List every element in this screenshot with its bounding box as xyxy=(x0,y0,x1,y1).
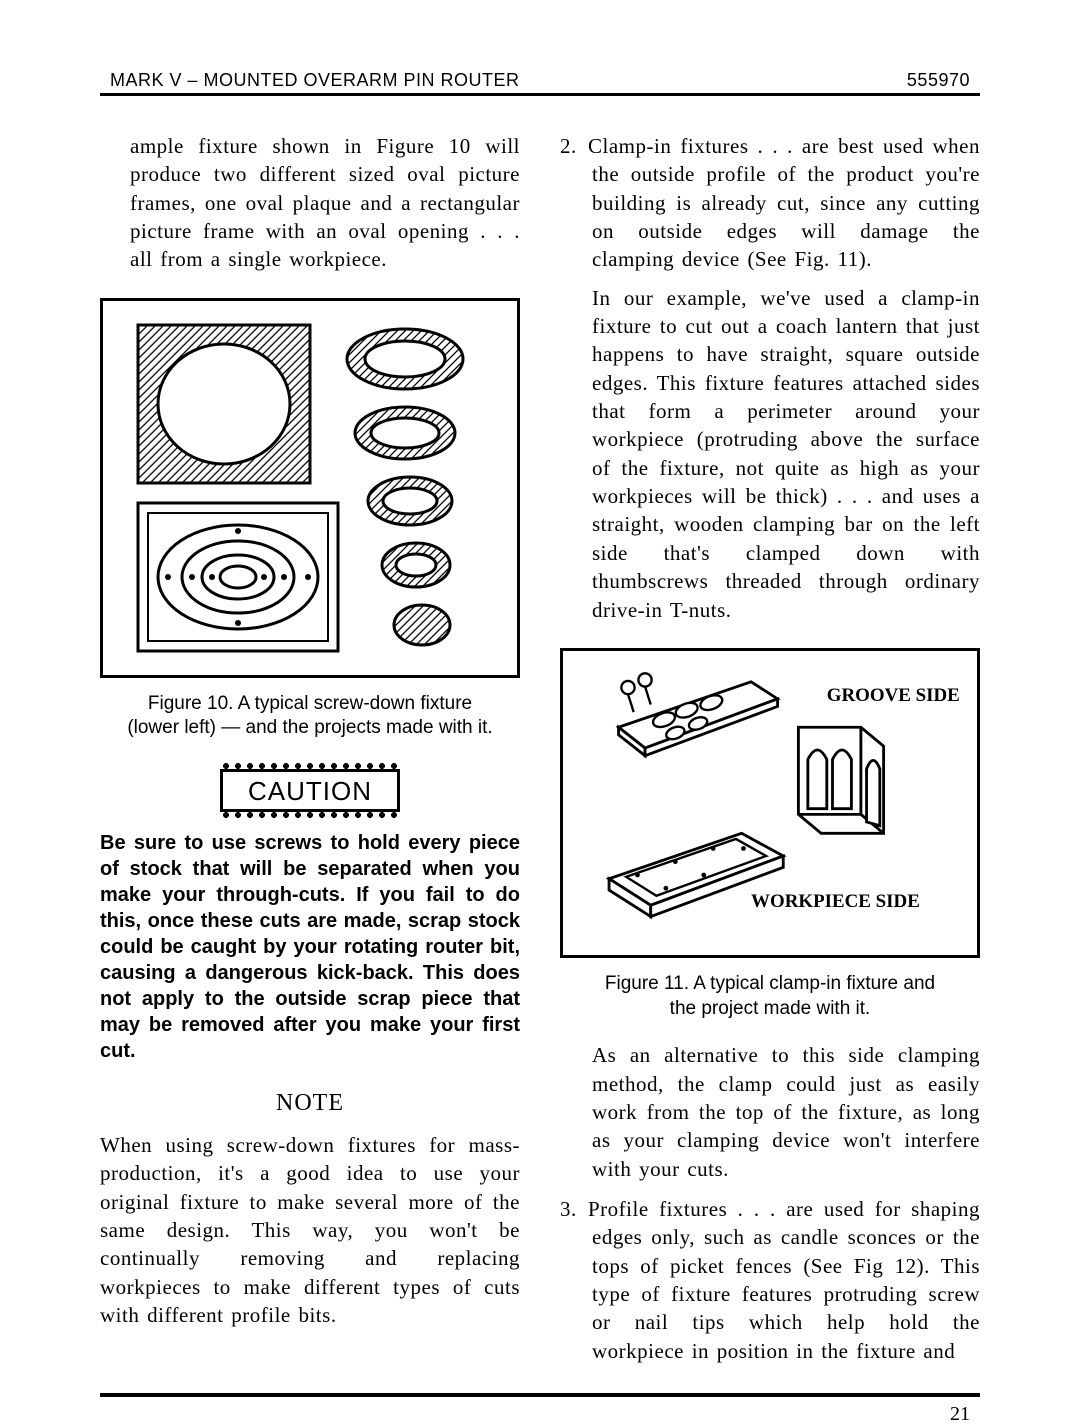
content-columns: ample fixture shown in Figure 10 will pr… xyxy=(100,132,980,1365)
list-item-2-lead: 2.Clamp-in fixtures . . . are best used … xyxy=(560,132,980,274)
page-header: MARK V – MOUNTED OVERARM PIN ROUTER 5559… xyxy=(100,70,980,93)
figure-11: GROOVE SIDE xyxy=(560,648,980,958)
caution-paragraph: Be sure to use screws to hold every piec… xyxy=(100,830,520,1064)
page-number: 21 xyxy=(100,1403,980,1426)
fig11-label-top: GROOVE SIDE xyxy=(827,685,960,706)
caution-label: CAUTION xyxy=(220,769,400,812)
fig11-caption-line1: Figure 11. A typical clamp-in fixture an… xyxy=(605,973,935,994)
figure-11-svg: GROOVE SIDE xyxy=(577,661,963,945)
figure-11-caption: Figure 11. A typical clamp-in fixture an… xyxy=(560,972,980,1021)
list-item-3: 3.Profile fixtures . . . are used for sh… xyxy=(560,1195,980,1365)
right-column: 2.Clamp-in fixtures . . . are best used … xyxy=(560,132,980,1365)
intro-paragraph: ample fixture shown in Figure 10 will pr… xyxy=(100,132,520,274)
footer-rule xyxy=(100,1393,980,1397)
fig11-label-bottom: WORKPIECE SIDE xyxy=(751,891,920,912)
figure-10 xyxy=(100,298,520,678)
fig10-caption-line1: Figure 10. A typical screw-down fixture xyxy=(148,693,472,714)
item3-text: Profile fixtures . . . are used for shap… xyxy=(588,1197,980,1363)
left-column: ample fixture shown in Figure 10 will pr… xyxy=(100,132,520,1365)
fig10-caption-line2: (lower left) — and the projects made wit… xyxy=(127,717,492,738)
list-number-2: 2. xyxy=(560,132,588,160)
note-paragraph: When using screw-down fixtures for mass-… xyxy=(100,1131,520,1329)
list-number-3: 3. xyxy=(560,1195,588,1223)
note-heading: NOTE xyxy=(100,1090,520,1117)
header-right: 555970 xyxy=(907,70,970,91)
fig11-caption-line2: the project made with it. xyxy=(670,998,871,1019)
figure-10-svg xyxy=(115,313,505,663)
item2-lead-text: Clamp-in fixtures . . . are best used wh… xyxy=(588,134,980,271)
list-item-2-cont: In our example, we've used a clamp-in fi… xyxy=(560,284,980,624)
list-item-2-tail: As an alternative to this side clamping … xyxy=(560,1041,980,1183)
figure-10-caption: Figure 10. A typical screw-down fixture … xyxy=(100,692,520,741)
header-rule xyxy=(100,93,980,96)
header-left: MARK V – MOUNTED OVERARM PIN ROUTER xyxy=(110,70,520,91)
